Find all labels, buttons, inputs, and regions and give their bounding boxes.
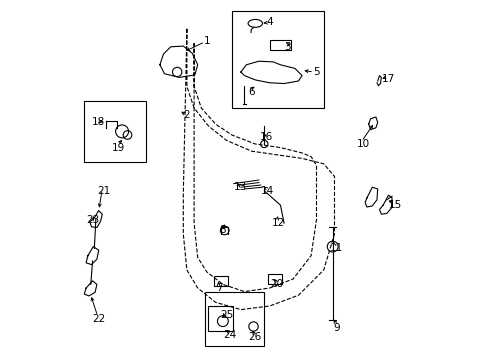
Bar xyxy=(269,40,290,50)
Bar xyxy=(213,276,227,286)
Text: 7: 7 xyxy=(216,283,222,293)
Text: 23: 23 xyxy=(86,215,100,225)
Text: 19: 19 xyxy=(112,143,125,153)
Bar xyxy=(84,101,145,162)
Text: 25: 25 xyxy=(220,310,233,320)
Bar xyxy=(231,11,323,108)
Text: 14: 14 xyxy=(261,186,274,196)
Text: 8: 8 xyxy=(219,225,226,235)
Text: 20: 20 xyxy=(270,279,283,289)
Bar xyxy=(208,306,232,331)
Text: 26: 26 xyxy=(248,332,262,342)
Text: 16: 16 xyxy=(259,132,272,142)
Text: 21: 21 xyxy=(97,186,110,196)
Text: 10: 10 xyxy=(356,139,369,149)
Text: 12: 12 xyxy=(271,218,285,228)
Text: 3: 3 xyxy=(284,42,290,52)
Text: 1: 1 xyxy=(203,36,209,46)
Text: 2: 2 xyxy=(183,110,190,120)
Text: 6: 6 xyxy=(248,87,254,97)
Bar xyxy=(267,274,281,284)
Text: 9: 9 xyxy=(332,323,339,333)
Text: 22: 22 xyxy=(92,314,105,324)
Text: 5: 5 xyxy=(312,67,319,77)
Text: 17: 17 xyxy=(381,74,394,84)
Text: 11: 11 xyxy=(329,243,342,253)
Bar xyxy=(204,292,264,346)
Text: 13: 13 xyxy=(234,182,247,192)
Text: 4: 4 xyxy=(266,17,272,27)
Text: 24: 24 xyxy=(223,330,236,340)
Text: 15: 15 xyxy=(388,200,402,210)
Text: 18: 18 xyxy=(92,117,105,127)
